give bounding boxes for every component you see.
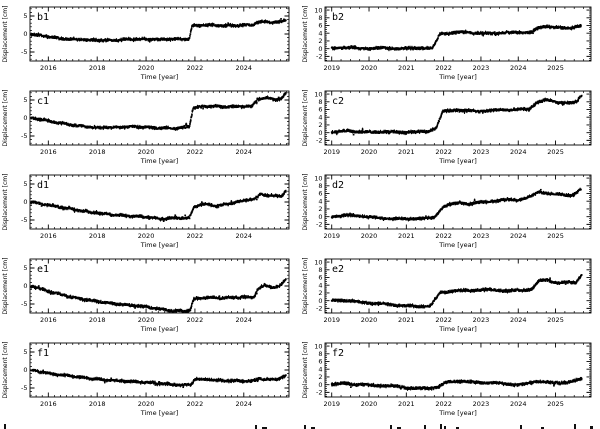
subplot-b1-canvas <box>0 0 300 84</box>
subplot-f1-canvas <box>0 336 300 420</box>
subplot-c1-canvas <box>0 84 300 168</box>
subplot-d2 <box>300 168 600 252</box>
subplot-e1 <box>0 252 300 336</box>
subplot-e2-canvas <box>300 252 600 336</box>
subplot-d1 <box>0 168 300 252</box>
plots-grid <box>0 0 600 420</box>
subplot-e2 <box>300 252 600 336</box>
subplot-f2-canvas <box>300 336 600 420</box>
subplot-f1 <box>0 336 300 420</box>
subplot-b2-canvas <box>300 0 600 84</box>
subplot-c2 <box>300 84 600 168</box>
subplot-b2 <box>300 0 600 84</box>
subplot-d2-canvas <box>300 168 600 252</box>
subplot-c1 <box>0 84 300 168</box>
subplot-b1 <box>0 0 300 84</box>
subplot-f2 <box>300 336 600 420</box>
clipped-caption-strip <box>0 420 600 429</box>
subplot-c2-canvas <box>300 84 600 168</box>
subplot-d1-canvas <box>0 168 300 252</box>
subplot-e1-canvas <box>0 252 300 336</box>
